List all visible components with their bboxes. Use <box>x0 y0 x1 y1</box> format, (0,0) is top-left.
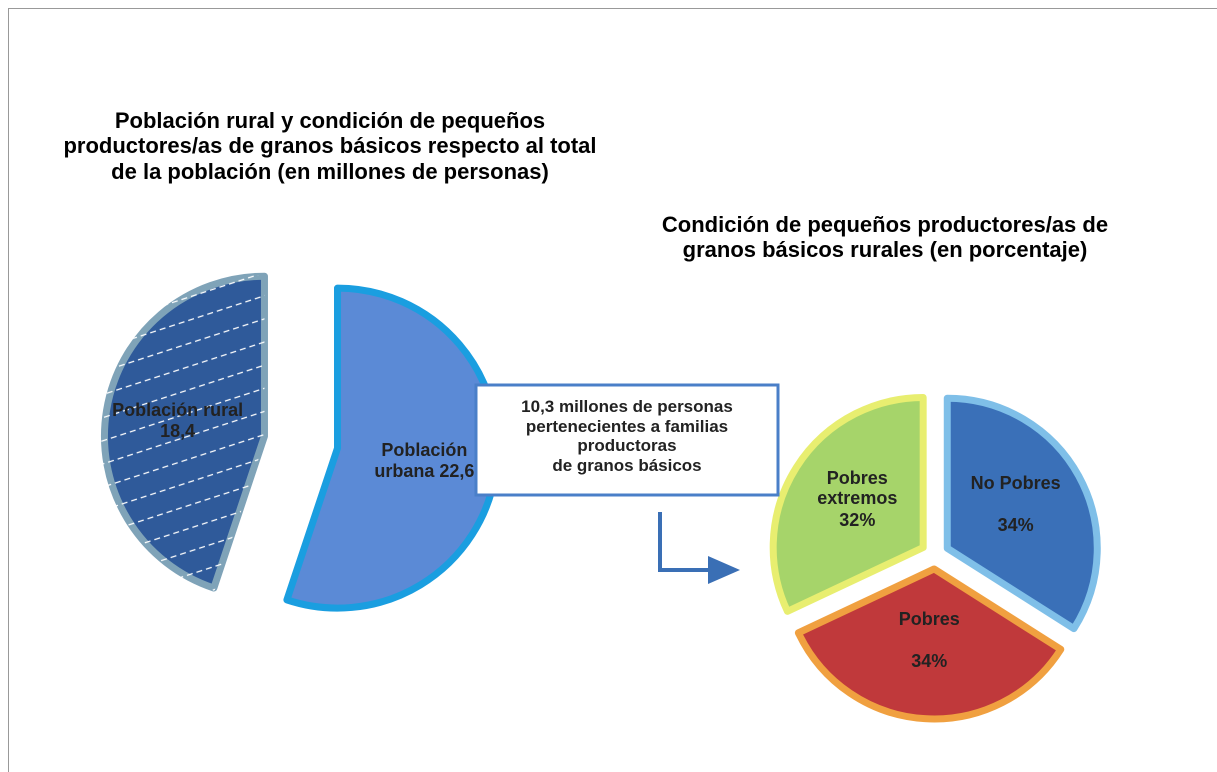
slice-value-label: 34% <box>911 650 948 671</box>
annotation: 10,3 millones de personas pertenecientes… <box>521 397 733 475</box>
slice-category: Pobres extremos <box>817 467 898 509</box>
pie-slice <box>794 565 1065 723</box>
annotation-box <box>474 383 780 497</box>
arrow-head <box>708 556 740 584</box>
chart-title: Condición de pequeños productores/as de … <box>661 212 1109 263</box>
slice-value-label: 34% <box>997 514 1034 535</box>
slice-value-label: 32% <box>839 509 876 530</box>
arrow <box>658 512 712 572</box>
slice-label: Población urbana 22,6 <box>374 440 475 481</box>
slice-category: No Pobres <box>970 472 1061 493</box>
chart-title: Población rural y condición de pequeños … <box>63 108 597 184</box>
frame <box>8 8 1217 772</box>
pie-slice <box>943 394 1101 633</box>
hatch <box>78 274 265 594</box>
slice-category: Pobres <box>898 608 960 629</box>
slice-label: Población rural 18,4 <box>112 400 244 441</box>
pie-slice <box>769 393 927 615</box>
slices <box>78 272 1101 723</box>
